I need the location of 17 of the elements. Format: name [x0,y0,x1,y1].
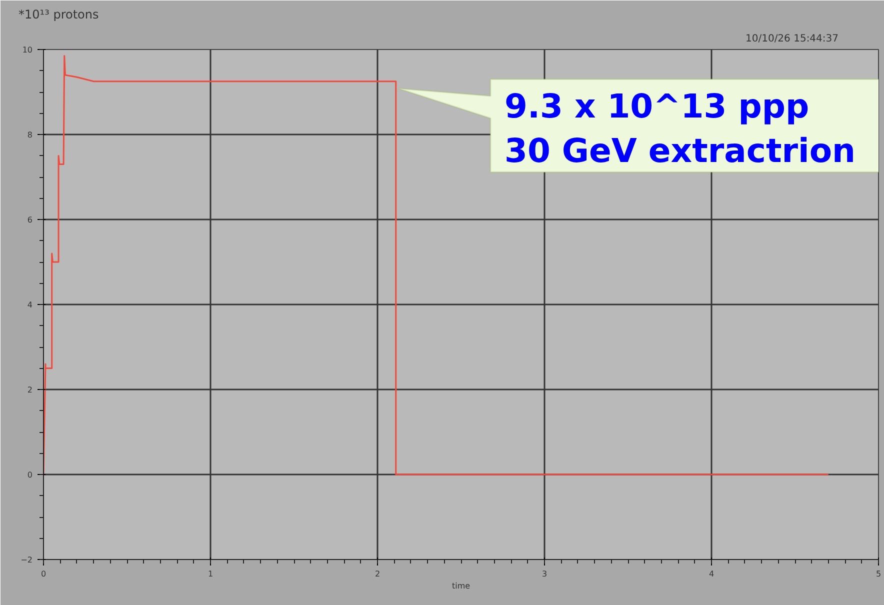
y-tick-label: 6 [27,216,33,224]
annotation: 9.3 x 10^13 ppp 30 GeV extractrion [504,86,856,170]
y-tick-label: 10 [22,46,33,54]
x-tick-label: 2 [374,570,380,578]
x-tick-label: 1 [208,570,214,578]
y-tick-label: 0 [27,470,33,480]
y-tick-label: 8 [27,130,33,140]
y-tick-label: 2 [27,386,33,394]
x-axis-title: time [452,582,470,590]
text: 10/10/26 15:44:37 [745,34,839,44]
x-tick-label: 4 [708,570,714,578]
y-axis-title: *10¹³ protons [18,8,99,22]
x-tick-label: 3 [542,570,548,578]
y-tick-label: −2 [20,556,33,564]
x-tick-label: 5 [876,570,882,578]
y-tick-label: 4 [27,300,33,310]
x-tick-label: 0 [40,570,46,578]
